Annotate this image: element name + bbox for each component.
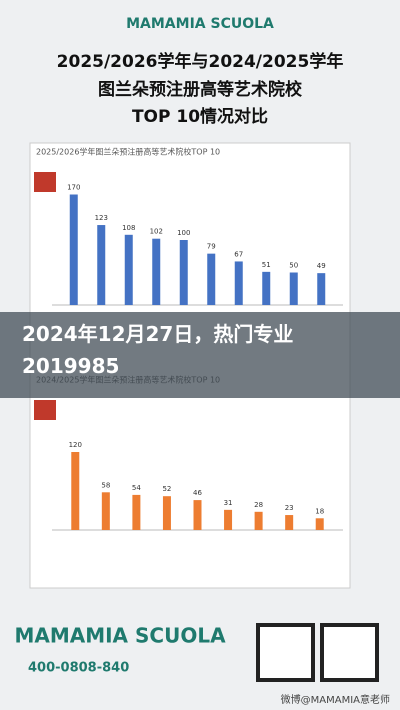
bar bbox=[71, 452, 80, 530]
value-label: 67 bbox=[234, 250, 243, 258]
bar bbox=[97, 225, 106, 305]
value-label: 23 bbox=[285, 504, 294, 512]
value-label: 100 bbox=[177, 229, 190, 237]
value-label: 102 bbox=[150, 228, 163, 236]
qr-code bbox=[320, 623, 379, 682]
value-label: 79 bbox=[207, 243, 216, 251]
footer-weibo: 微博@MAMAMIA意老师 bbox=[281, 693, 390, 706]
footer-brand: MAMAMIA SCUOLA bbox=[14, 624, 226, 648]
bar bbox=[289, 272, 298, 305]
value-label: 123 bbox=[95, 214, 108, 222]
chart-title: 2025/2026学年图兰朵预注册高等艺术院校TOP 10 bbox=[36, 147, 220, 157]
bar bbox=[262, 271, 271, 305]
value-label: 54 bbox=[132, 484, 141, 492]
value-label: 46 bbox=[193, 489, 202, 497]
bar bbox=[234, 261, 243, 305]
bar bbox=[317, 273, 326, 305]
value-label: 58 bbox=[101, 481, 110, 489]
bar bbox=[69, 194, 78, 305]
title-line: 2025/2026学年与2024/2025学年 bbox=[57, 51, 344, 72]
bar bbox=[132, 494, 141, 530]
bar bbox=[193, 500, 202, 530]
logo bbox=[34, 172, 56, 192]
overlay-title: 2024年12月27日，热门专业 2019985 bbox=[22, 322, 294, 378]
bar bbox=[254, 511, 263, 530]
title-line: TOP 10情况对比 bbox=[132, 106, 268, 127]
bar bbox=[285, 515, 294, 530]
qr-code bbox=[256, 623, 315, 682]
bar bbox=[162, 496, 171, 530]
bar bbox=[207, 253, 216, 305]
brand: MAMAMIA SCUOLA bbox=[126, 16, 274, 32]
value-label: 170 bbox=[67, 184, 80, 192]
bar bbox=[224, 509, 233, 530]
value-label: 31 bbox=[224, 499, 233, 507]
bar bbox=[152, 238, 161, 305]
title-line: 图兰朵预注册高等艺术院校 bbox=[98, 79, 303, 100]
value-label: 49 bbox=[317, 262, 326, 270]
value-label: 120 bbox=[69, 441, 82, 449]
logo bbox=[34, 400, 56, 420]
bar bbox=[315, 518, 324, 530]
value-label: 52 bbox=[162, 485, 171, 493]
value-label: 18 bbox=[315, 507, 324, 515]
bar bbox=[101, 492, 110, 530]
value-label: 50 bbox=[289, 262, 298, 270]
value-label: 28 bbox=[254, 501, 263, 509]
bar bbox=[124, 234, 133, 305]
footer-phone: 400-0808-840 bbox=[28, 661, 129, 676]
bar bbox=[179, 240, 188, 305]
value-label: 51 bbox=[262, 261, 271, 269]
overlay-band bbox=[0, 312, 400, 398]
value-label: 108 bbox=[122, 224, 135, 232]
overlay: 2024年12月27日，热门专业 2019985 bbox=[22, 322, 294, 378]
